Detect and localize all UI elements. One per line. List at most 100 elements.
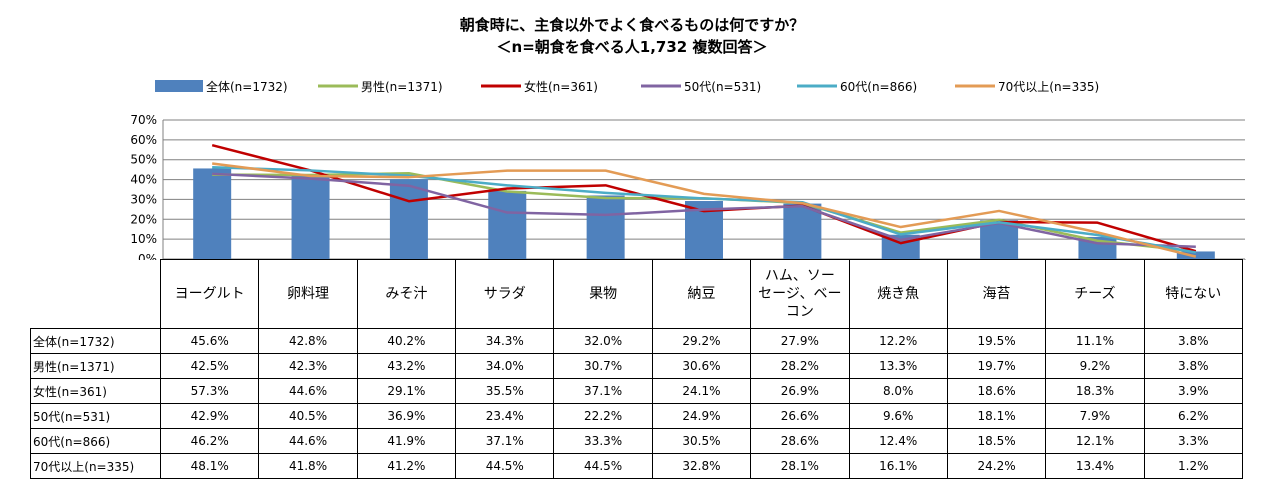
- y-tick-label: 0%: [138, 252, 157, 260]
- data-label: 12.4%: [848, 428, 948, 454]
- data-label: 3.8%: [1143, 353, 1243, 379]
- legend-label: 全体(n=1732): [206, 79, 288, 94]
- bar-全体: [488, 190, 527, 259]
- data-label: 48.1%: [159, 453, 260, 479]
- data-label: 27.9%: [750, 328, 850, 354]
- category-label: 果物: [553, 259, 653, 329]
- data-label: 42.5%: [159, 353, 260, 379]
- table-corner: [31, 260, 161, 329]
- y-tick-label: 50%: [130, 153, 157, 167]
- data-label: 24.9%: [651, 403, 752, 429]
- category-label: チーズ: [1045, 259, 1145, 329]
- data-label: 34.0%: [455, 353, 555, 379]
- data-label: 28.2%: [750, 353, 850, 379]
- data-label: 18.1%: [946, 403, 1047, 429]
- data-label: 26.6%: [750, 403, 850, 429]
- legend-label: 60代(n=866): [840, 80, 917, 94]
- category-label: 納豆: [651, 259, 752, 329]
- data-label: 12.2%: [848, 328, 948, 354]
- data-label: 8.0%: [848, 378, 948, 404]
- data-label: 44.5%: [455, 453, 555, 479]
- table-row: 女性(n=361) 57.3% 44.6% 29.1% 35.5% 37.1% 24.1% 2…: [30, 378, 1243, 404]
- data-label: 9.6%: [848, 403, 948, 429]
- data-label: 57.3%: [159, 378, 260, 404]
- data-label: 30.5%: [651, 428, 752, 454]
- series-line-50代: [212, 172, 1196, 248]
- legend-swatch: [155, 80, 203, 92]
- data-label: 13.4%: [1045, 453, 1145, 479]
- data-label: 6.2%: [1143, 403, 1243, 429]
- data-label: 16.1%: [848, 453, 948, 479]
- legend-label: 70代以上(n=335): [998, 80, 1099, 94]
- data-label: 40.2%: [356, 328, 457, 354]
- data-label: 7.9%: [1045, 403, 1145, 429]
- bar-全体: [389, 179, 428, 259]
- series-line-女性: [211, 144, 1197, 253]
- row-header: 男性(n=1371): [30, 353, 161, 379]
- chart-title: 朝食時に、主食以外でよく食べるものは何ですか？: [459, 16, 805, 34]
- data-label: 42.8%: [258, 328, 358, 354]
- table-row: 男性(n=1371) 42.5% 42.3% 43.2% 34.0% 30.7% 30.6%…: [30, 353, 1243, 379]
- table-row: 70代以上(n=335) 48.1% 41.8% 41.2% 44.5% 44.5% 32.…: [30, 453, 1243, 479]
- data-label: 35.5%: [455, 378, 555, 404]
- category-label: 卵料理: [258, 259, 358, 329]
- chart-subtitle: ＜n=朝食を食べる人1,732 複数回答＞: [496, 38, 768, 56]
- category-label: ヨーグルト: [159, 259, 260, 329]
- data-label: 18.6%: [946, 378, 1047, 404]
- data-label: 30.7%: [553, 353, 653, 379]
- category-label: みそ汁: [356, 259, 457, 329]
- row-header: 60代(n=866): [30, 428, 161, 454]
- data-label: 19.7%: [946, 353, 1047, 379]
- data-label: 37.1%: [553, 378, 653, 404]
- data-label: 33.3%: [553, 428, 653, 454]
- category-label: 特にない: [1143, 259, 1243, 329]
- data-label: 22.2%: [553, 403, 653, 429]
- table-row: 60代(n=866) 46.2% 44.6% 41.9% 37.1% 33.3% 30.5%…: [30, 428, 1243, 454]
- category-label: サラダ: [455, 259, 555, 329]
- data-label: 29.2%: [651, 328, 752, 354]
- data-label: 13.3%: [848, 353, 948, 379]
- data-label: 36.9%: [356, 403, 457, 429]
- data-label: 23.4%: [455, 403, 555, 429]
- data-label: 44.5%: [553, 453, 653, 479]
- data-label: 37.1%: [455, 428, 555, 454]
- data-label: 41.8%: [258, 453, 358, 479]
- chart-plot: 0% 10% 20% 30% 40% 50% 60% 70% 全体(n=1732) 男性(n=13…: [130, 79, 1246, 260]
- data-label: 11.1%: [1045, 328, 1145, 354]
- data-label: 44.6%: [258, 428, 358, 454]
- y-tick-label: 10%: [130, 232, 157, 246]
- bar-全体: [291, 174, 330, 259]
- data-label: 19.5%: [946, 328, 1047, 354]
- series-line-70代以上: [212, 162, 1197, 258]
- series-line-60代: [212, 166, 1197, 254]
- data-label: 3.9%: [1143, 378, 1243, 404]
- data-label: 3.8%: [1143, 328, 1243, 354]
- row-header: 70代以上(n=335): [30, 453, 161, 479]
- legend-label: 50代(n=531): [684, 80, 761, 94]
- row-header: 女性(n=361): [30, 378, 161, 404]
- data-label: 29.1%: [356, 378, 457, 404]
- legend-label: 女性(n=361): [524, 79, 598, 94]
- data-label: 24.2%: [946, 453, 1047, 479]
- table-row: 50代(n=531) 42.9% 40.5% 36.9% 23.4% 22.2% 24.9%…: [30, 403, 1243, 429]
- y-tick-label: 70%: [130, 113, 157, 127]
- table-row: 全体(n=1732) 45.6% 42.8% 40.2% 34.3% 32.0% 29.2%…: [30, 328, 1243, 354]
- data-label: 9.2%: [1045, 353, 1145, 379]
- data-label: 30.6%: [651, 353, 752, 379]
- data-label: 46.2%: [159, 428, 260, 454]
- data-label: 18.3%: [1045, 378, 1145, 404]
- category-label: 焼き魚: [848, 259, 948, 329]
- y-tick-label: 20%: [130, 212, 157, 226]
- data-label: 3.3%: [1143, 428, 1243, 454]
- bar-全体: [586, 195, 625, 259]
- y-tick-label: 30%: [130, 192, 157, 206]
- data-label: 18.5%: [946, 428, 1047, 454]
- data-label: 41.9%: [356, 428, 457, 454]
- data-label: 28.6%: [750, 428, 850, 454]
- data-label: 40.5%: [258, 403, 358, 429]
- bar-全体: [1176, 251, 1215, 259]
- data-label: 42.9%: [159, 403, 260, 429]
- category-label: ハム、ソー セージ、ベー コン: [750, 259, 850, 329]
- data-table: ヨーグルト 卵料理 みそ汁 サラダ 果物 納豆 ハム、ソー セージ、ベー コン 焼き魚 海苔 チーズ特…: [30, 259, 1243, 479]
- bar-全体: [193, 168, 232, 259]
